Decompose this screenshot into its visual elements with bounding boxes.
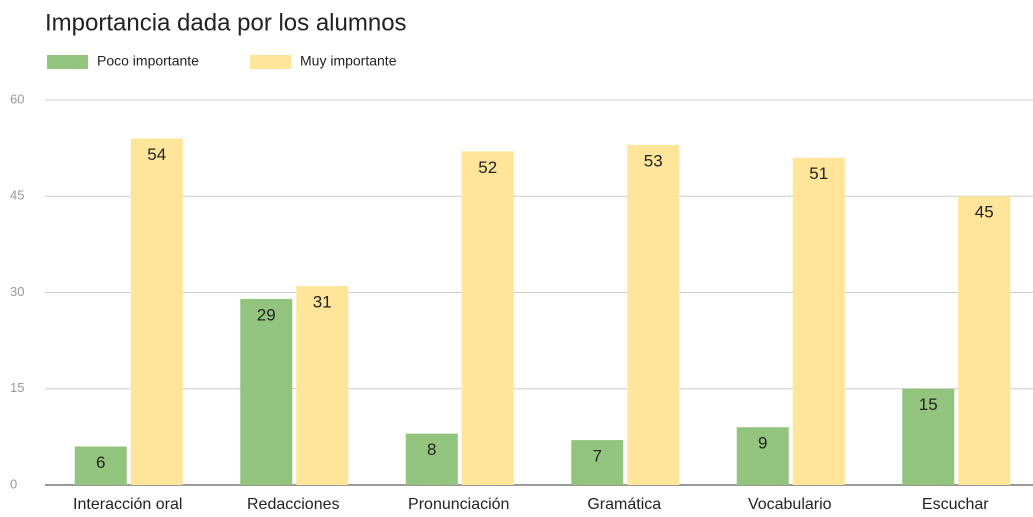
y-tick-label: 0: [10, 476, 17, 491]
value-label: 6: [96, 453, 105, 472]
value-label: 54: [147, 145, 166, 164]
bar: [627, 144, 680, 485]
y-tick-label: 30: [10, 284, 24, 299]
x-tick-label: Vocabulario: [748, 496, 832, 513]
value-label: 45: [975, 203, 994, 222]
bar: [902, 388, 955, 485]
value-label: 9: [758, 434, 767, 453]
x-tick-label: Interacción oral: [73, 496, 182, 513]
y-tick-label: 15: [10, 380, 24, 395]
value-label: 29: [257, 305, 276, 324]
bar: [130, 138, 183, 485]
x-tick-label: Pronunciación: [408, 496, 509, 513]
bar: [296, 286, 349, 485]
bar: [736, 427, 789, 485]
value-label: 7: [593, 447, 602, 466]
value-label: 52: [478, 158, 497, 177]
bar: [958, 196, 1011, 485]
legend-label: Poco importante: [97, 53, 199, 69]
bar: [405, 433, 458, 485]
bar: [240, 298, 293, 485]
y-tick-label: 60: [10, 91, 24, 106]
legend-swatch: [47, 55, 88, 69]
bar: [74, 446, 127, 485]
bar: [461, 151, 514, 486]
x-tick-label: Escuchar: [922, 496, 989, 513]
value-label: 53: [644, 151, 663, 170]
x-tick-label: Redacciones: [247, 496, 340, 513]
value-label: 15: [919, 395, 938, 414]
y-tick-label: 45: [10, 188, 24, 203]
value-label: 31: [313, 293, 332, 312]
value-label: 51: [809, 164, 828, 183]
x-tick-label: Gramática: [587, 496, 661, 513]
value-label: 8: [427, 440, 436, 459]
legend-label: Muy importante: [300, 53, 397, 69]
bar: [571, 440, 624, 485]
bar: [792, 157, 845, 485]
chart-title: Importancia dada por los alumnos: [45, 9, 407, 36]
legend-swatch: [250, 55, 291, 69]
